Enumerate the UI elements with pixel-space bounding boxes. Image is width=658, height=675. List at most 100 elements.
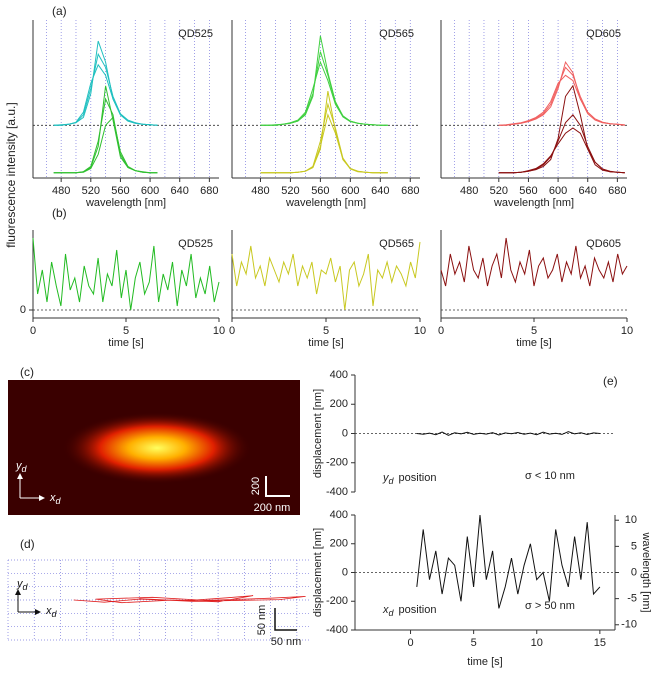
var-name: x [49,492,56,504]
var-label: yd [15,460,28,474]
var-sub: d [23,582,29,592]
panel-title: QD565 [379,238,414,250]
y2-tick-label: -10 [621,619,637,631]
y-axis-label: displacement [nm] [312,528,324,617]
data-line [260,51,388,126]
scale-bar [274,608,297,631]
var-name: y [15,460,23,472]
y-tick-label: 400 [330,369,348,381]
var-name: x [382,604,389,616]
x-axis-label: time [s] [467,656,502,668]
scale-label: 200 nm [254,502,291,514]
y-tick-label: -200 [326,457,348,469]
data-line [73,595,306,604]
x-axis-label: time [s] [516,337,551,349]
y2-tick-label: 10 [625,514,637,526]
panel-title: QD605 [586,238,621,250]
y-tick-label: -200 [326,595,348,607]
x-tick-label: 10 [531,637,543,649]
data-line [53,116,158,174]
data-line [416,431,600,436]
data-line [53,63,158,126]
data-line [260,102,388,174]
var-text: position [399,604,437,616]
data-line [32,237,220,311]
y-tick-label: 200 [330,398,348,410]
x-axis-label: wavelength [nm] [85,197,166,209]
panel-label: (a) [52,4,67,18]
x-tick-label: 5 [123,325,129,337]
data-line [260,35,388,126]
var-label: xd position [382,604,436,618]
x-tick-label: 10 [621,325,633,337]
x-tick-label: 640 [579,185,597,197]
panel-title: QD525 [178,238,213,250]
x-tick-label: 15 [594,637,606,649]
annotation: σ < 10 nm [525,470,575,482]
x-tick-label: 520 [82,185,100,197]
data-line [440,237,628,287]
y2-axis-label: wavelength [nm] [640,531,652,612]
data-line [498,127,625,174]
x-tick-label: 680 [200,185,218,197]
panel-label: (b) [52,206,67,220]
x-tick-label: 0 [30,325,36,337]
var-sub: d [389,476,395,486]
y-tick-label: -400 [326,486,348,498]
y-tick-label: -400 [326,624,348,636]
x-tick-label: 0 [407,637,413,649]
scale-label: 200 [250,477,262,495]
panel-label: (e) [603,374,618,388]
var-label: xd [45,605,58,619]
x-tick-label: 10 [414,325,426,337]
x-axis-label: wavelength [nm] [493,197,574,209]
y-tick-label: 0 [20,304,26,316]
x-tick-label: 0 [229,325,235,337]
var-sub: d [389,608,395,618]
var-sub: d [56,496,62,506]
y2-tick-label: -5 [627,593,637,605]
y2-tick-label: 5 [631,540,637,552]
x-tick-label: 600 [549,185,567,197]
x-tick-label: 10 [213,325,225,337]
x-tick-label: 5 [323,325,329,337]
x-tick-label: 520 [281,185,299,197]
var-label: xd [49,492,62,506]
var-sub: d [22,464,28,474]
panel-label: (c) [20,365,34,379]
panel-title: QD565 [379,28,414,40]
y-tick-label: 0 [342,566,348,578]
x-tick-label: 480 [52,185,70,197]
shared-y-label: fluorescence intensity [a.u.] [4,102,18,247]
x-tick-label: 5 [531,325,537,337]
var-name: x [45,605,52,617]
panel-label: (d) [20,537,35,551]
data-line [260,60,388,126]
data-line [498,84,625,174]
x-tick-label: 680 [608,185,626,197]
x-tick-label: 5 [471,637,477,649]
x-tick-label: 600 [341,185,359,197]
annotation: σ > 50 nm [525,600,575,612]
x-tick-label: 600 [141,185,159,197]
x-tick-label: 560 [111,185,129,197]
x-tick-label: 680 [401,185,419,197]
var-text: position [399,472,437,484]
x-axis-label: time [s] [308,337,343,349]
scale-label: 50 nm [271,636,302,648]
data-line [498,74,625,126]
data-line [260,113,388,174]
y-tick-label: 0 [342,427,348,439]
x-tick-label: 480 [251,185,269,197]
x-tick-label: 520 [490,185,508,197]
scale-label: 50 nm [256,605,268,636]
panel-title: QD525 [178,28,213,40]
x-tick-label: 560 [311,185,329,197]
x-tick-label: 480 [460,185,478,197]
x-tick-label: 560 [519,185,537,197]
var-label: yd [16,578,29,592]
var-label: yd position [382,472,436,486]
x-tick-label: 0 [438,325,444,337]
y2-tick-label: 0 [631,566,637,578]
